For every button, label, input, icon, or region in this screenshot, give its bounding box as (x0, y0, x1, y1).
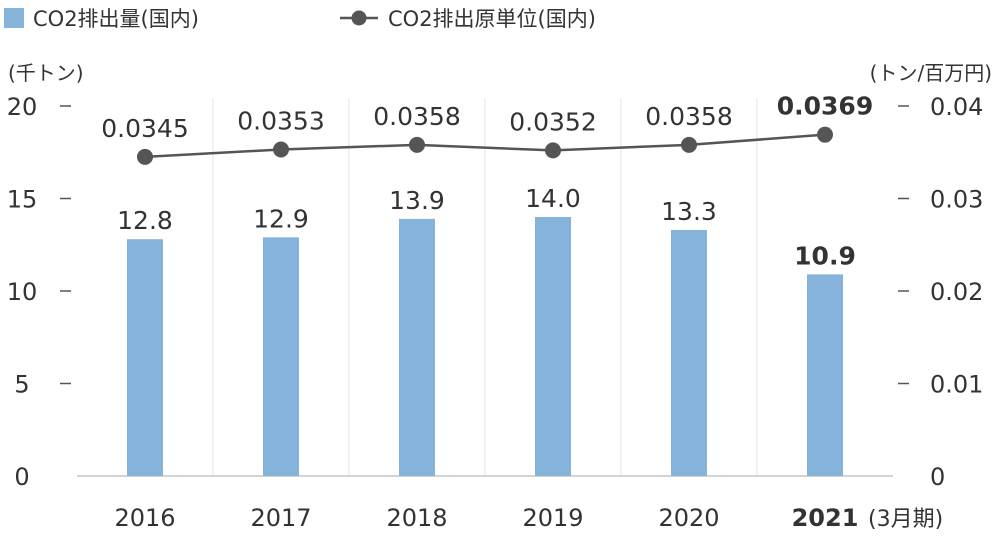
y-left-tick-label: 5 (14, 371, 29, 399)
line-marker (409, 136, 425, 153)
x-axis-suffix: (3月期) (868, 507, 943, 532)
grid-lines (77, 98, 893, 477)
y-left-tick-label: 0 (14, 463, 29, 491)
line-value-label: 0.0352 (509, 107, 596, 136)
line-value-label: 0.0358 (373, 102, 460, 131)
x-tick-label: 2019 (522, 504, 583, 532)
legend: CO2排出量(国内) CO2排出原単位(国内) (4, 7, 596, 31)
line-path (144, 133, 826, 159)
bar (399, 218, 435, 476)
bar-value-label: 12.9 (253, 204, 309, 233)
bar (671, 229, 707, 476)
bar (263, 237, 299, 476)
x-tick-label: 2020 (658, 504, 719, 532)
y-left-unit-label: (千トン) (8, 61, 84, 85)
y-right-tick-label: 0.01 (930, 371, 983, 399)
bar-value-label: 14.0 (525, 184, 581, 213)
x-tick-label: 2021 (792, 504, 859, 532)
line-marker (817, 126, 833, 143)
bar-value-label: 10.9 (794, 241, 856, 270)
bar (807, 274, 843, 476)
x-tick-label: 2018 (386, 504, 447, 532)
bar-series: 12.8 12.9 13.9 14.0 13.3 10.9 (117, 184, 856, 476)
line-value-label: 0.0353 (237, 106, 324, 135)
y-axes: 0 5 10 15 20 0 0.01 0.02 0.03 0.04 (7, 93, 984, 491)
x-axis-labels: 2016 2017 2018 2019 2020 2021 (114, 504, 858, 532)
y-right-tick-label: 0.02 (930, 278, 983, 306)
bar (127, 239, 163, 476)
line-value-label: 0.0345 (101, 114, 188, 143)
legend-line-marker (351, 10, 367, 26)
line-value-label: 0.0358 (645, 102, 732, 131)
y-left-tick-label: 15 (7, 186, 38, 214)
legend-bar-swatch (4, 8, 24, 28)
legend-line-label: CO2排出原単位(国内) (388, 7, 596, 31)
y-right-unit-label: (トン/百万円) (870, 61, 992, 85)
line-marker (137, 148, 153, 165)
line-marker (545, 142, 561, 159)
line-marker (273, 141, 289, 158)
x-tick-label: 2016 (114, 504, 175, 532)
y-right-tick-label: 0.04 (930, 93, 983, 121)
line-value-label: 0.0369 (777, 92, 873, 121)
y-right-tick-label: 0.03 (930, 186, 983, 214)
x-tick-label: 2017 (250, 504, 311, 532)
legend-bar-label: CO2排出量(国内) (33, 7, 199, 31)
line-series: 0.0345 0.0353 0.0358 0.0352 0.0358 0.0369 (101, 92, 873, 165)
line-marker (681, 136, 697, 153)
bar-value-label: 12.8 (117, 206, 173, 235)
y-left-tick-label: 20 (7, 93, 38, 121)
y-right-tick-label: 0 (930, 463, 945, 491)
bar (535, 217, 571, 476)
bar-value-label: 13.9 (389, 186, 445, 215)
y-left-tick-label: 10 (7, 278, 38, 306)
bar-value-label: 13.3 (661, 197, 717, 226)
